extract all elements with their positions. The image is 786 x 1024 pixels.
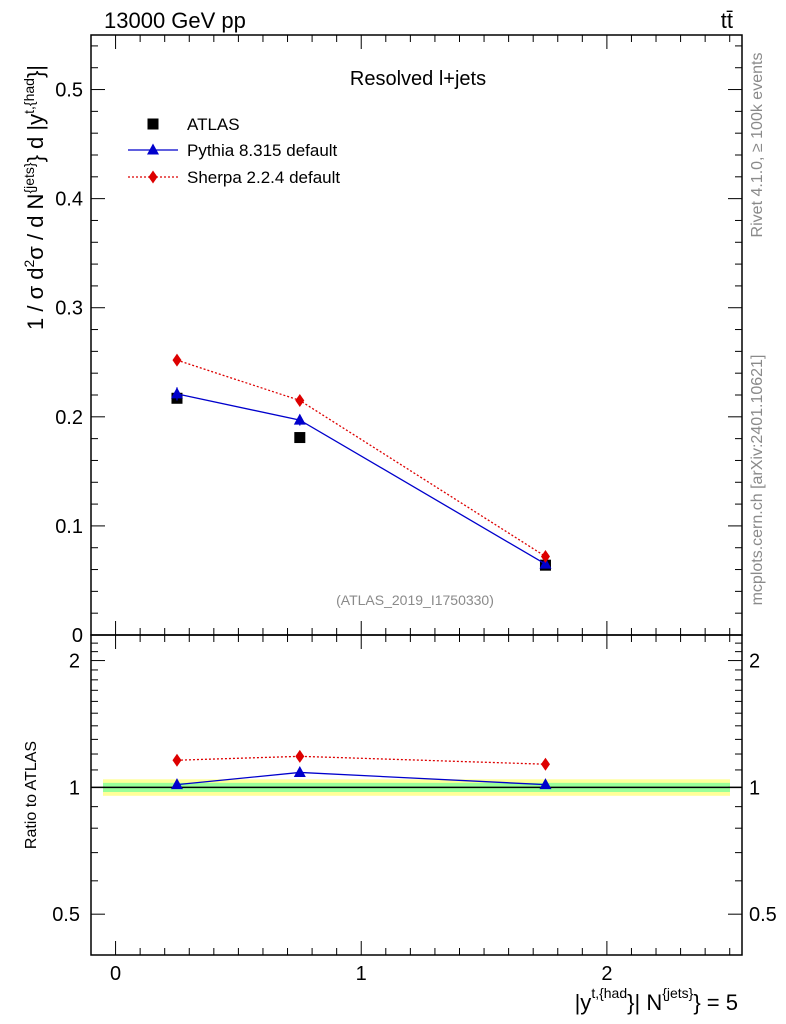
series-1-line xyxy=(176,393,546,565)
legend-marker-1 xyxy=(147,143,159,155)
ylabel-part-2: 2 xyxy=(21,260,37,268)
series-2-ratio-line xyxy=(176,755,546,765)
ratio-panel: 0 1 2 0.5 0.5 1 1 2 2 xyxy=(52,634,777,985)
source-label: mcplots.cern.ch [arXiv:2401.10621] xyxy=(749,355,766,606)
series-1-point xyxy=(170,387,183,399)
y-tick-label-ratio: 1 xyxy=(69,777,80,799)
xlabel-part-5: } = 5 xyxy=(693,990,738,1015)
y-tick-label-ratio-right: 0.5 xyxy=(749,904,777,926)
legend-marker-0 xyxy=(147,118,159,130)
series-2-line xyxy=(176,359,546,558)
legend-marker-2 xyxy=(148,170,158,184)
x-tick-label: 2 xyxy=(601,963,612,985)
x-tick-label: 0 xyxy=(110,963,121,985)
y-tick-label-main: 0.4 xyxy=(55,189,83,211)
y-axis-label-ratio: Ratio to ATLAS xyxy=(23,741,40,849)
y-tick-label-main: 0 xyxy=(72,625,83,647)
ylabel-part-1: 1 / σ d xyxy=(23,268,48,331)
chart-title: Resolved l+jets xyxy=(350,68,486,90)
x-tick-label: 1 xyxy=(356,963,367,985)
legend: ATLAS Pythia 8.315 default Sherpa 2.2.4 de… xyxy=(128,115,340,187)
series-2-point xyxy=(540,549,550,563)
y-tick-label-main: 0.3 xyxy=(55,298,83,320)
xlabel-part-3: }| N xyxy=(627,990,662,1015)
series-2-ratio-point xyxy=(295,749,305,763)
ylabel-part-7: }| xyxy=(23,65,48,78)
energy-label: 13000 GeV pp xyxy=(104,8,246,33)
y-tick-label-main: 0.5 xyxy=(55,80,83,102)
series-2-point xyxy=(172,353,182,367)
analysis-id: (ATLAS_2019_I1750330) xyxy=(336,592,494,608)
series-2-point xyxy=(295,393,305,407)
series-0-point xyxy=(294,432,306,444)
legend-label-0: ATLAS xyxy=(187,115,240,134)
series-1-ratio-point xyxy=(170,778,183,790)
y-tick-label-main: 0.1 xyxy=(55,516,83,538)
series-1-ratio-point xyxy=(293,765,306,777)
series-2-ratio-point xyxy=(172,753,182,767)
series-2-ratio-point xyxy=(540,757,550,771)
main-panel: 0 0.1 0.2 0.3 0.4 0.5 xyxy=(55,34,743,647)
y-tick-label-main: 0.2 xyxy=(55,407,83,429)
y-tick-label-ratio: 0.5 xyxy=(52,904,80,926)
x-axis-label: |yt,{had}| N{jets}} = 5 xyxy=(575,985,738,1015)
ylabel-part-3: σ / d N xyxy=(23,194,48,260)
series-1-point xyxy=(293,413,306,425)
series-1-point xyxy=(539,557,552,569)
legend-label-1: Pythia 8.315 default xyxy=(187,141,338,160)
y-tick-label-ratio-right: 1 xyxy=(749,777,760,799)
ylabel-part-4: {jets} xyxy=(21,162,37,193)
rivet-label: Rivet 4.1.0, ≥ 100k events xyxy=(749,53,766,238)
y-tick-label-ratio: 2 xyxy=(69,651,80,673)
xlabel-part-2: t,{had xyxy=(591,985,627,1001)
xlabel-part-4: {jets} xyxy=(662,985,693,1001)
series-1-ratio-point xyxy=(539,778,552,790)
ylabel-part-6: t,{had xyxy=(21,78,37,114)
process-label: tt̄ xyxy=(721,8,733,33)
y-axis-label-main: 1 / σ d2σ / d N{jets}} d |yt,{had}| xyxy=(21,65,48,330)
xlabel-part-1: |y xyxy=(575,990,592,1015)
ylabel-part-5: } d |y xyxy=(23,114,48,163)
legend-label-2: Sherpa 2.2.4 default xyxy=(187,168,340,187)
ratio-frame xyxy=(90,634,743,956)
y-tick-label-ratio-right: 2 xyxy=(749,651,760,673)
